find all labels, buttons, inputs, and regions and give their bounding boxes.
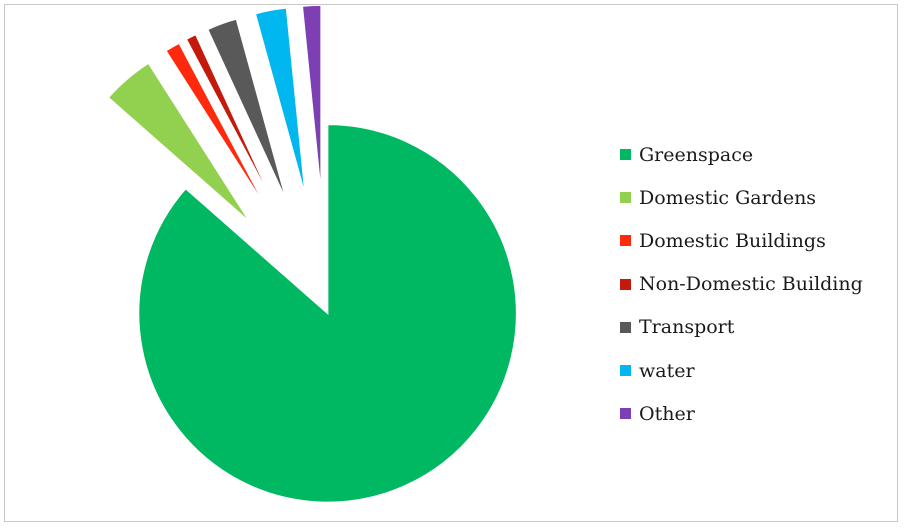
legend-swatch [620,149,631,161]
pie-slice-transport [206,17,288,202]
legend-item-domestic-gardens: Domestic Gardens [620,176,863,219]
pie-slice-water [254,7,307,197]
pie-slice-domestic-buildings [164,42,269,211]
legend-label: Other [639,402,695,425]
pie-slice-non-domestic-building [185,33,276,207]
pie-slice-other [301,5,322,195]
legend-label: water [639,359,695,382]
legend-label: Non-Domestic Building [639,273,863,296]
legend-label: Domestic Gardens [639,186,817,209]
pie-chart [107,5,518,504]
pie-slice-greenspace [137,123,518,504]
legend-label: Transport [639,316,735,339]
legend-item-domestic-buildings: Domestic Buildings [620,219,863,262]
legend-label: Domestic Buildings [639,229,826,252]
legend-swatch [620,408,631,420]
legend-item-other: Other [620,392,863,435]
legend-item-transport: Transport [620,306,863,349]
legend-swatch [620,235,631,247]
legend-item-greenspace: Greenspace [620,133,863,176]
legend-label: Greenspace [639,143,754,166]
chart-area: Greenspace Domestic Gardens Domestic Bui… [4,4,898,522]
legend-swatch [620,192,631,204]
legend-swatch [620,321,631,333]
legend: Greenspace Domestic Gardens Domestic Bui… [620,133,863,435]
legend-swatch [620,278,631,290]
legend-item-non-domestic-building: Non-Domestic Building [620,263,863,306]
legend-swatch [620,365,631,377]
pie-slice-domestic-gardens [107,62,251,223]
legend-item-water: water [620,349,863,392]
